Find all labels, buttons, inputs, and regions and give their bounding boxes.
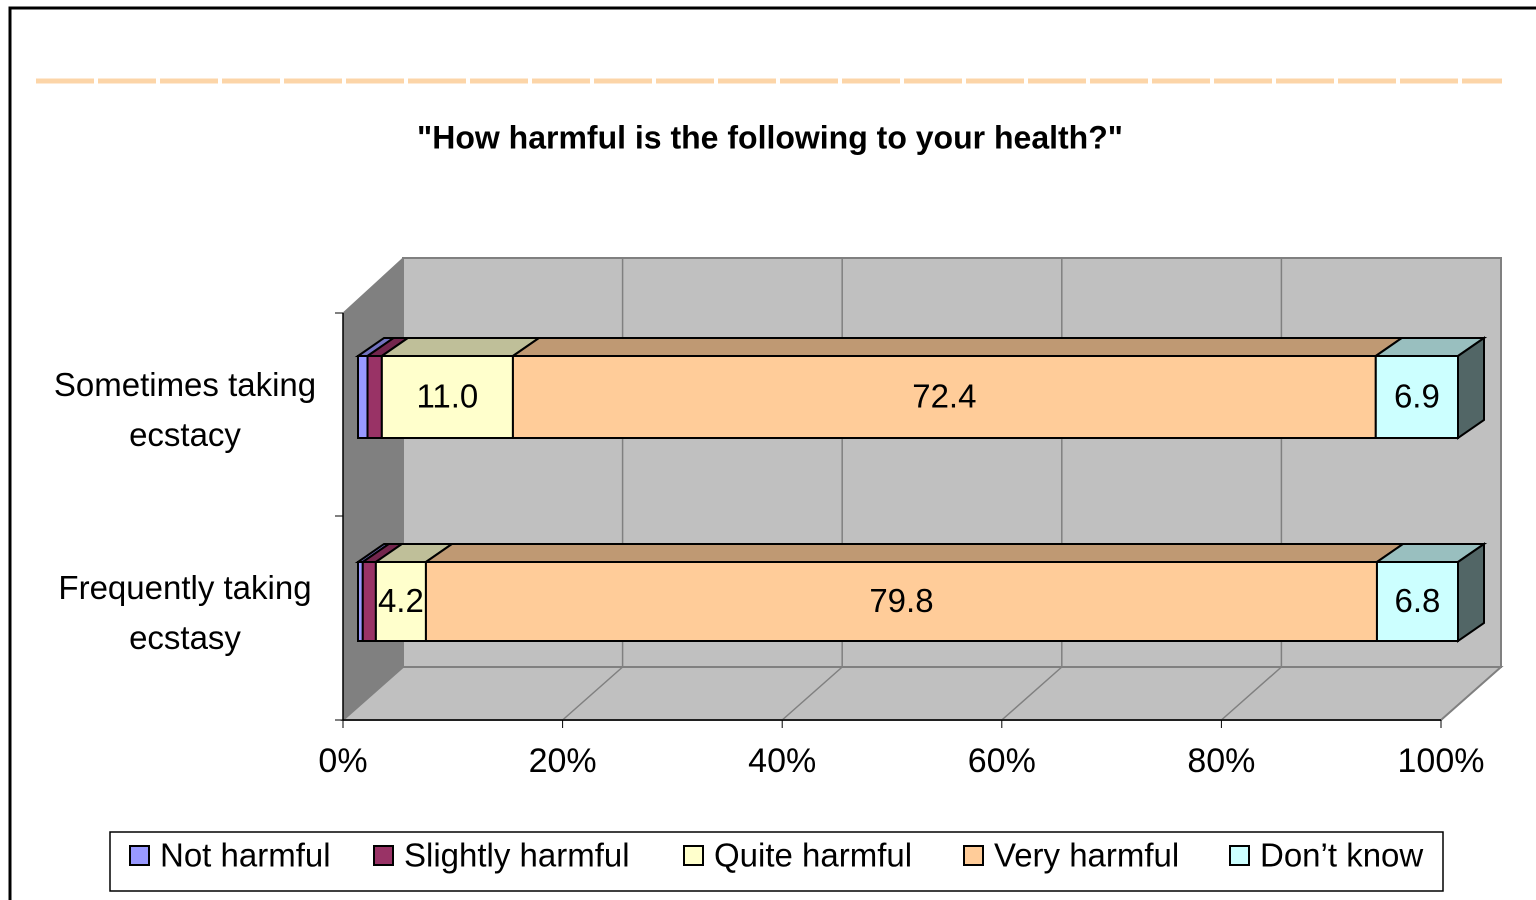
y-tick-label: Sometimes taking ecstacy bbox=[53, 366, 317, 453]
grid-line bbox=[562, 666, 624, 721]
bar-side bbox=[1457, 336, 1485, 440]
chart-title: "How harmful is the following to your he… bbox=[417, 119, 1123, 155]
side-wall bbox=[342, 256, 404, 722]
bar bbox=[1374, 355, 1460, 439]
legend-marker bbox=[373, 845, 394, 866]
legend-marker bbox=[963, 845, 984, 866]
legend-label: Quite harmful bbox=[714, 837, 912, 874]
legend-label: Slightly harmful bbox=[404, 837, 630, 874]
legend-label: Not harmful bbox=[160, 837, 331, 874]
x-tick-label: 40% bbox=[748, 742, 816, 780]
bar-top bbox=[422, 543, 1407, 563]
x-tick-label: 20% bbox=[529, 742, 597, 780]
bar bbox=[424, 561, 1378, 642]
data-label: 6.9 bbox=[1394, 378, 1440, 415]
floor bbox=[340, 666, 1504, 721]
data-label: 79.8 bbox=[869, 582, 933, 619]
bar bbox=[366, 355, 383, 439]
legend-marker bbox=[129, 845, 150, 866]
y-tick-label: Frequently taking ecstasy bbox=[58, 569, 312, 656]
legend-marker bbox=[1229, 845, 1250, 866]
bar-top bbox=[509, 337, 1405, 357]
data-label: 72.4 bbox=[912, 378, 976, 415]
bar bbox=[357, 355, 369, 439]
legend-label: Very harmful bbox=[994, 837, 1179, 874]
bar bbox=[374, 561, 427, 642]
x-tick-label: 0% bbox=[318, 742, 367, 780]
bar bbox=[380, 355, 514, 439]
data-label: 4.2 bbox=[378, 582, 424, 619]
legend-marker bbox=[683, 845, 704, 866]
x-tick-label: 100% bbox=[1398, 742, 1485, 780]
grid-line bbox=[781, 666, 843, 721]
bar bbox=[361, 561, 377, 642]
legend-box bbox=[109, 831, 1444, 892]
grid-line bbox=[342, 666, 404, 721]
x-tick-label: 80% bbox=[1187, 742, 1255, 780]
grid-line bbox=[1001, 666, 1063, 721]
grid-line bbox=[1440, 666, 1502, 721]
legend-label: Don’t know bbox=[1260, 837, 1423, 874]
bar-side bbox=[1457, 542, 1485, 643]
grid-line bbox=[1220, 666, 1282, 721]
bar bbox=[511, 355, 1377, 439]
data-label: 6.8 bbox=[1395, 582, 1441, 619]
x-tick-label: 60% bbox=[968, 742, 1036, 780]
data-label: 11.0 bbox=[416, 378, 478, 415]
